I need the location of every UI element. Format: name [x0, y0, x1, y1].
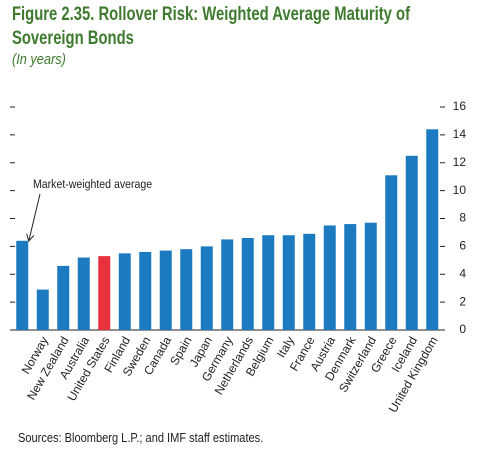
bar: [426, 129, 439, 330]
annotation-arrow: [29, 193, 41, 240]
annotation: Market-weighted average: [33, 179, 152, 192]
y-tick-label: 2: [459, 294, 466, 308]
bar: [323, 225, 336, 330]
y-tick-label: 12: [453, 155, 467, 169]
bar: [118, 253, 131, 330]
bar: [36, 289, 49, 330]
chart-subtitle: (In years): [12, 51, 66, 68]
bar: [16, 240, 29, 330]
bar: [159, 250, 172, 330]
source-note: Sources: Bloomberg L.P.; and IMF staff e…: [18, 430, 264, 445]
bar: [405, 155, 418, 330]
bar: [200, 246, 213, 330]
y-tick-label: 10: [453, 183, 467, 197]
chart-title: Figure 2.35. Rollover Risk: Weighted Ave…: [12, 4, 411, 49]
y-tick-label: 8: [459, 211, 466, 225]
bar: [241, 238, 254, 330]
bar: [385, 175, 398, 330]
bar: [262, 235, 275, 330]
bar: [344, 224, 357, 330]
bar: [364, 222, 377, 330]
y-tick-label: 0: [459, 322, 466, 336]
y-tick-label: 6: [459, 239, 466, 253]
bar: [139, 251, 152, 330]
bar: [221, 239, 234, 330]
bar: [98, 256, 111, 330]
bar: [282, 235, 295, 330]
y-tick-label: 14: [453, 127, 467, 141]
y-tick-label: 4: [459, 266, 466, 280]
y-tick-label: 16: [453, 99, 467, 113]
bar: [180, 249, 193, 330]
bar: [303, 233, 316, 330]
bar: [77, 257, 90, 330]
bar: [57, 265, 70, 330]
